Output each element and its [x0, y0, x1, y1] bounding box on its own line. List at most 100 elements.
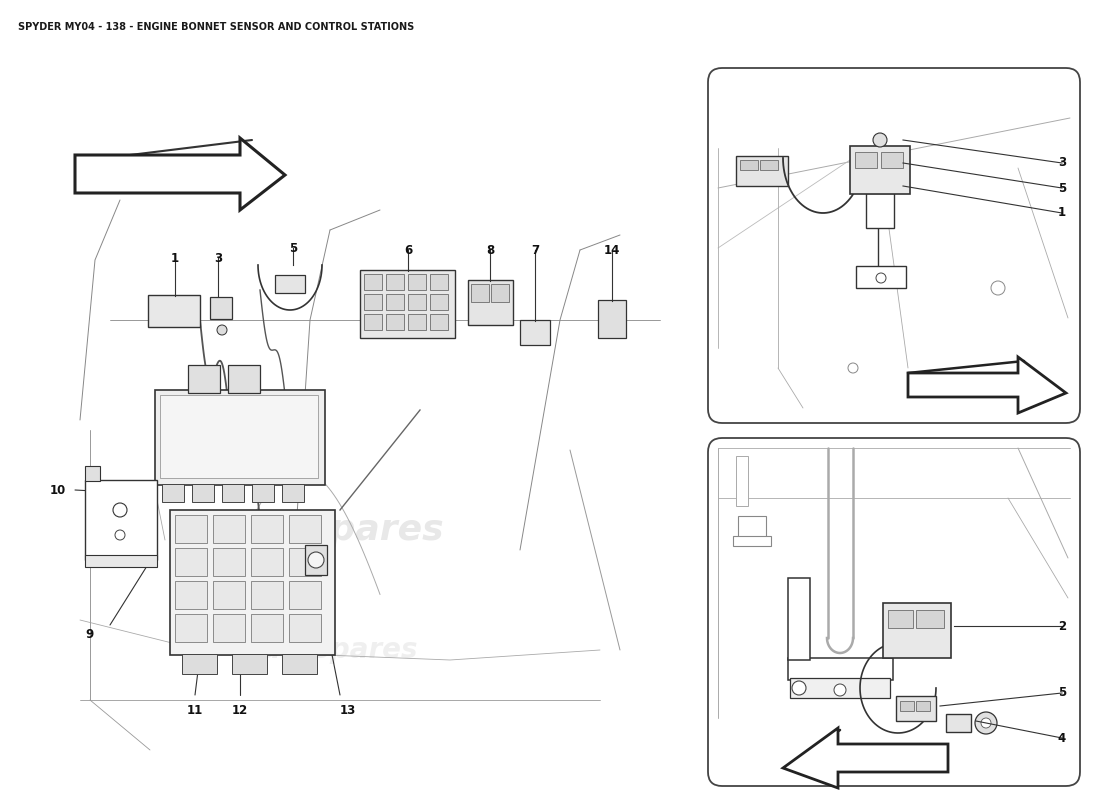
FancyBboxPatch shape: [790, 678, 890, 698]
FancyBboxPatch shape: [386, 274, 404, 290]
FancyBboxPatch shape: [148, 295, 200, 327]
FancyBboxPatch shape: [85, 555, 157, 567]
FancyBboxPatch shape: [788, 578, 810, 660]
FancyBboxPatch shape: [850, 146, 910, 194]
FancyBboxPatch shape: [170, 510, 336, 655]
FancyBboxPatch shape: [289, 614, 321, 642]
FancyBboxPatch shape: [430, 294, 448, 310]
Circle shape: [308, 552, 324, 568]
FancyBboxPatch shape: [289, 581, 321, 609]
FancyBboxPatch shape: [364, 294, 382, 310]
Text: 11: 11: [187, 703, 204, 717]
Text: 1: 1: [1058, 206, 1066, 219]
FancyBboxPatch shape: [491, 284, 509, 302]
FancyBboxPatch shape: [251, 614, 283, 642]
FancyBboxPatch shape: [883, 603, 952, 658]
FancyBboxPatch shape: [251, 581, 283, 609]
FancyBboxPatch shape: [386, 294, 404, 310]
Text: 6: 6: [404, 243, 412, 257]
FancyBboxPatch shape: [916, 701, 930, 711]
Text: 3: 3: [213, 251, 222, 265]
FancyBboxPatch shape: [213, 548, 245, 576]
Circle shape: [873, 133, 887, 147]
Text: 10: 10: [50, 483, 66, 497]
FancyBboxPatch shape: [364, 314, 382, 330]
FancyBboxPatch shape: [222, 484, 244, 502]
Circle shape: [848, 363, 858, 373]
FancyBboxPatch shape: [856, 266, 906, 288]
FancyBboxPatch shape: [85, 466, 100, 481]
FancyBboxPatch shape: [175, 548, 207, 576]
FancyBboxPatch shape: [213, 614, 245, 642]
FancyBboxPatch shape: [175, 515, 207, 543]
FancyBboxPatch shape: [598, 300, 626, 338]
FancyBboxPatch shape: [175, 614, 207, 642]
FancyBboxPatch shape: [360, 270, 455, 338]
Text: 13: 13: [340, 703, 356, 717]
FancyBboxPatch shape: [305, 545, 327, 575]
Circle shape: [792, 681, 806, 695]
FancyBboxPatch shape: [386, 314, 404, 330]
FancyBboxPatch shape: [175, 581, 207, 609]
Polygon shape: [783, 728, 948, 788]
FancyBboxPatch shape: [282, 484, 304, 502]
FancyBboxPatch shape: [733, 536, 771, 546]
Text: 14: 14: [604, 243, 620, 257]
Text: 4: 4: [1058, 731, 1066, 745]
FancyBboxPatch shape: [471, 284, 490, 302]
FancyBboxPatch shape: [275, 275, 305, 293]
FancyBboxPatch shape: [364, 274, 382, 290]
FancyBboxPatch shape: [408, 294, 426, 310]
FancyBboxPatch shape: [210, 297, 232, 319]
FancyBboxPatch shape: [188, 365, 220, 393]
Text: eurospares: eurospares: [833, 256, 956, 275]
FancyBboxPatch shape: [213, 515, 245, 543]
FancyBboxPatch shape: [85, 480, 157, 560]
FancyBboxPatch shape: [896, 696, 936, 721]
FancyBboxPatch shape: [228, 365, 260, 393]
Polygon shape: [75, 138, 285, 210]
Text: eurospares: eurospares: [833, 622, 956, 642]
Text: SPYDER MY04 - 138 - ENGINE BONNET SENSOR AND CONTROL STATIONS: SPYDER MY04 - 138 - ENGINE BONNET SENSOR…: [18, 22, 415, 32]
Text: 12: 12: [232, 703, 249, 717]
FancyBboxPatch shape: [708, 68, 1080, 423]
FancyBboxPatch shape: [289, 515, 321, 543]
Text: 7: 7: [531, 243, 539, 257]
FancyBboxPatch shape: [408, 314, 426, 330]
Circle shape: [113, 503, 127, 517]
FancyBboxPatch shape: [232, 654, 267, 674]
Text: 2: 2: [1058, 619, 1066, 633]
Circle shape: [116, 530, 125, 540]
FancyBboxPatch shape: [468, 280, 513, 325]
Circle shape: [981, 718, 991, 728]
Text: 1: 1: [170, 251, 179, 265]
FancyBboxPatch shape: [881, 152, 903, 168]
FancyBboxPatch shape: [916, 610, 944, 628]
FancyBboxPatch shape: [430, 314, 448, 330]
Circle shape: [217, 325, 227, 335]
FancyBboxPatch shape: [736, 156, 788, 186]
FancyBboxPatch shape: [252, 484, 274, 502]
FancyBboxPatch shape: [760, 160, 778, 170]
FancyBboxPatch shape: [251, 515, 283, 543]
Text: 5: 5: [1058, 182, 1066, 194]
Text: 9: 9: [86, 629, 95, 642]
FancyBboxPatch shape: [430, 274, 448, 290]
FancyBboxPatch shape: [888, 610, 913, 628]
FancyBboxPatch shape: [708, 438, 1080, 786]
FancyBboxPatch shape: [736, 456, 748, 506]
Text: eurospares: eurospares: [242, 636, 418, 664]
FancyBboxPatch shape: [251, 548, 283, 576]
Text: 5: 5: [1058, 686, 1066, 699]
Polygon shape: [908, 357, 1066, 413]
Circle shape: [991, 281, 1005, 295]
Text: 3: 3: [1058, 157, 1066, 170]
FancyBboxPatch shape: [788, 658, 893, 680]
FancyBboxPatch shape: [740, 160, 758, 170]
FancyBboxPatch shape: [192, 484, 215, 502]
FancyBboxPatch shape: [289, 548, 321, 576]
FancyBboxPatch shape: [738, 516, 766, 538]
Circle shape: [876, 273, 886, 283]
FancyBboxPatch shape: [520, 320, 550, 345]
FancyBboxPatch shape: [900, 701, 914, 711]
